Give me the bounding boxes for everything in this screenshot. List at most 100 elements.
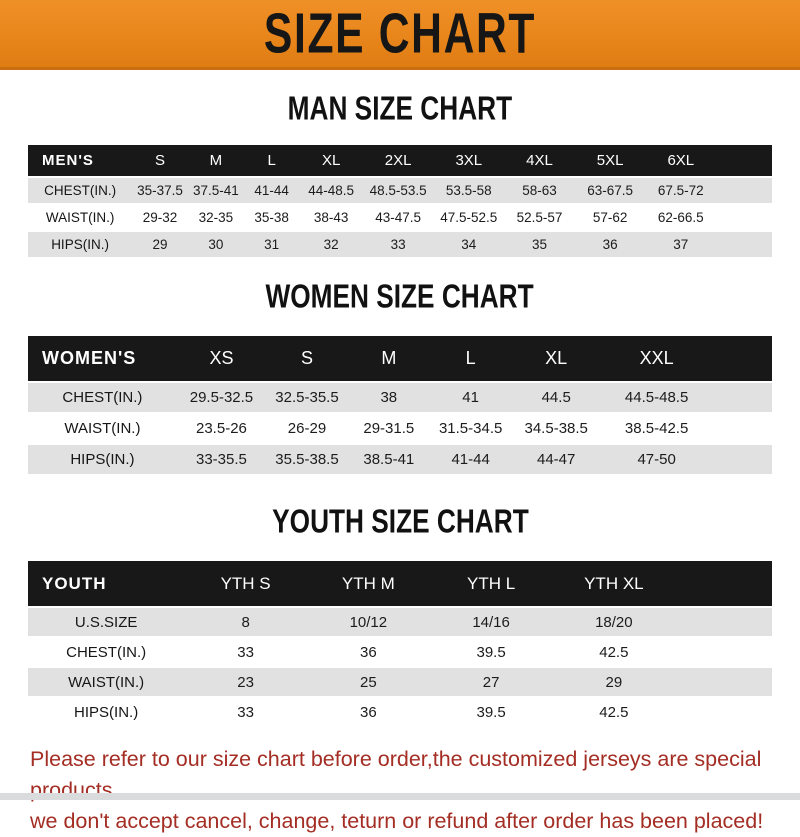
women-value-cell: 29.5-32.5 <box>176 383 267 412</box>
women-size-header-xs: XS <box>176 336 267 381</box>
men-value-cell: 53.5-58 <box>433 178 505 203</box>
men-size-header-3xl: 3XL <box>433 145 505 176</box>
men-value-cell: 32-35 <box>187 205 244 230</box>
youth-size-header-yth-xl: YTH XL <box>552 561 676 606</box>
men-group-label: MEN'S <box>28 145 133 176</box>
size-chart-banner: SIZE CHART <box>0 0 800 70</box>
men-value-cell: 29 <box>132 232 188 257</box>
youth-size-table: YOUTH YTH S YTH M YTH L YTH XL U.S.SIZE 8 10/12… <box>28 559 772 728</box>
youth-value-cell: 36 <box>306 638 430 666</box>
men-value-cell: 37.5-41 <box>187 178 244 203</box>
youth-row-label: HIPS(IN.) <box>28 698 185 726</box>
men-value-cell: 43-47.5 <box>362 205 434 230</box>
women-value-cell: 41 <box>429 383 512 412</box>
youth-size-header-yth-m: YTH M <box>306 561 430 606</box>
women-size-table-wrapper: WOMEN'S XS S M L XL XXL CHEST(IN.) 29.5-32.5 32.5… <box>28 334 772 476</box>
youth-row-chest-in-: CHEST(IN.) 33 36 39.5 42.5 <box>28 638 772 666</box>
youth-size-table-wrapper: YOUTH YTH S YTH M YTH L YTH XL U.S.SIZE 8 10/12… <box>28 559 772 728</box>
bottom-edge-strip <box>0 793 800 800</box>
women-header-filler <box>712 336 772 381</box>
women-size-header-m: M <box>347 336 430 381</box>
men-value-cell: 47.5-52.5 <box>433 205 505 230</box>
women-value-cell: 38 <box>347 383 430 412</box>
youth-row-filler <box>675 608 772 636</box>
men-value-cell: 36 <box>574 232 646 257</box>
youth-row-label: U.S.SIZE <box>28 608 185 636</box>
banner-title: SIZE CHART <box>263 2 537 65</box>
women-value-cell: 29-31.5 <box>347 414 430 443</box>
men-section-title: MAN SIZE CHART <box>0 89 800 133</box>
women-header-row: WOMEN'S XS S M L XL XXL <box>28 336 772 381</box>
women-row-waist-in-: WAIST(IN.) 23.5-26 26-29 29-31.5 31.5-34.5 34… <box>28 414 772 443</box>
men-row-filler <box>716 232 772 257</box>
women-value-cell: 41-44 <box>429 445 512 474</box>
women-size-table: WOMEN'S XS S M L XL XXL CHEST(IN.) 29.5-32.5 32.5… <box>28 334 772 476</box>
youth-value-cell: 8 <box>184 608 307 636</box>
women-row-filler <box>712 383 772 412</box>
men-row-filler <box>716 178 772 203</box>
men-value-cell: 67.5-72 <box>645 178 717 203</box>
men-value-cell: 31 <box>243 232 300 257</box>
youth-value-cell: 14/16 <box>429 608 553 636</box>
women-value-cell: 23.5-26 <box>176 414 267 443</box>
youth-value-cell: 42.5 <box>552 698 676 726</box>
youth-size-header-yth-l: YTH L <box>429 561 553 606</box>
men-value-cell: 41-44 <box>243 178 300 203</box>
women-value-cell: 44-47 <box>511 445 601 474</box>
women-size-header-xxl: XXL <box>600 336 713 381</box>
women-value-cell: 38.5-41 <box>347 445 430 474</box>
youth-row-u-s-size: U.S.SIZE 8 10/12 14/16 18/20 <box>28 608 772 636</box>
youth-row-filler <box>675 668 772 696</box>
men-row-label: CHEST(IN.) <box>28 178 133 203</box>
women-value-cell: 34.5-38.5 <box>511 414 601 443</box>
men-value-cell: 33 <box>362 232 434 257</box>
men-size-header-4xl: 4XL <box>504 145 575 176</box>
youth-value-cell: 39.5 <box>429 698 553 726</box>
youth-section-title-text: YOUTH SIZE CHART <box>271 502 529 540</box>
order-policy-line-2: we don't accept cancel, change, teturn o… <box>30 809 764 833</box>
women-value-cell: 31.5-34.5 <box>429 414 512 443</box>
men-value-cell: 32 <box>299 232 363 257</box>
women-size-header-s: S <box>266 336 348 381</box>
youth-header-filler <box>675 561 772 606</box>
women-row-filler <box>712 445 772 474</box>
youth-row-label: WAIST(IN.) <box>28 668 185 696</box>
youth-value-cell: 18/20 <box>552 608 676 636</box>
men-size-table: MEN'S S M L XL 2XL 3XL 4XL 5XL 6XL CHEST(IN.) 35-37… <box>28 143 772 259</box>
youth-row-filler <box>675 638 772 666</box>
women-row-label: CHEST(IN.) <box>28 383 177 412</box>
youth-value-cell: 25 <box>306 668 430 696</box>
order-policy-line-1: Please refer to our size chart before or… <box>30 747 762 802</box>
men-size-header-s: S <box>132 145 188 176</box>
youth-header-row: YOUTH YTH S YTH M YTH L YTH XL <box>28 561 772 606</box>
women-size-header-l: L <box>429 336 512 381</box>
men-section-title-text: MAN SIZE CHART <box>287 89 513 127</box>
women-section-title: WOMEN SIZE CHART <box>0 277 800 322</box>
youth-value-cell: 33 <box>184 698 307 726</box>
women-size-header-xl: XL <box>511 336 601 381</box>
men-value-cell: 62-66.5 <box>645 205 717 230</box>
youth-value-cell: 42.5 <box>552 638 676 666</box>
men-row-filler <box>716 205 772 230</box>
women-row-chest-in-: CHEST(IN.) 29.5-32.5 32.5-35.5 38 41 44.5 44.5… <box>28 383 772 412</box>
men-value-cell: 38-43 <box>299 205 363 230</box>
men-value-cell: 48.5-53.5 <box>362 178 434 203</box>
men-header-row: MEN'S S M L XL 2XL 3XL 4XL 5XL 6XL <box>28 145 772 176</box>
men-size-header-xl: XL <box>299 145 363 176</box>
men-row-hips-in-: HIPS(IN.) 29 30 31 32 33 34 35 36 37 <box>28 232 772 257</box>
men-row-label: WAIST(IN.) <box>28 205 133 230</box>
youth-row-waist-in-: WAIST(IN.) 23 25 27 29 <box>28 668 772 696</box>
women-row-filler <box>712 414 772 443</box>
men-value-cell: 29-32 <box>132 205 188 230</box>
men-value-cell: 34 <box>433 232 505 257</box>
men-size-header-6xl: 6XL <box>645 145 717 176</box>
men-row-chest-in-: CHEST(IN.) 35-37.5 37.5-41 41-44 44-48.5 48.5… <box>28 178 772 203</box>
youth-value-cell: 39.5 <box>429 638 553 666</box>
men-row-waist-in-: WAIST(IN.) 29-32 32-35 35-38 38-43 43-47.5 47.… <box>28 205 772 230</box>
men-value-cell: 58-63 <box>504 178 575 203</box>
youth-value-cell: 36 <box>306 698 430 726</box>
women-group-label: WOMEN'S <box>28 336 177 381</box>
youth-value-cell: 27 <box>429 668 553 696</box>
youth-value-cell: 10/12 <box>306 608 430 636</box>
men-size-header-5xl: 5XL <box>574 145 646 176</box>
